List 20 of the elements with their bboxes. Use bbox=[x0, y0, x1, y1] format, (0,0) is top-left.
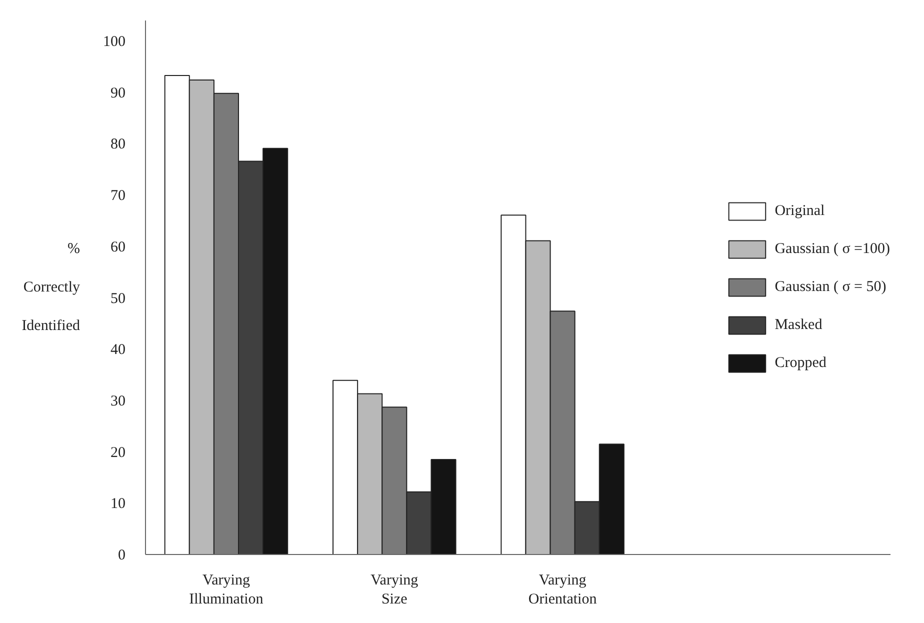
y-tick-label: 40 bbox=[110, 342, 126, 358]
y-tick-label: 80 bbox=[110, 136, 126, 153]
y-tick-label: 70 bbox=[110, 188, 126, 204]
y-tick-label: 90 bbox=[110, 85, 126, 102]
legend-label: Masked bbox=[774, 316, 822, 334]
x-tick-label: Varying Orientation bbox=[528, 572, 598, 608]
y-tick-label: 50 bbox=[110, 290, 126, 307]
y-tick-label: 60 bbox=[110, 239, 126, 256]
x-tick-label: Varying Illumination bbox=[189, 572, 264, 608]
y-tick-label: 100 bbox=[103, 34, 126, 50]
text: % Correctly Identified bbox=[22, 241, 80, 334]
legend-label: Gaussian ( σ = 50) bbox=[774, 278, 886, 296]
legend-label: Gaussian ( σ =100) bbox=[774, 240, 890, 258]
y-tick-label: 20 bbox=[110, 444, 126, 461]
legend-label: Original bbox=[774, 202, 825, 220]
y-tick-label: 0 bbox=[118, 548, 126, 564]
y-tick-label: 30 bbox=[110, 393, 126, 410]
legend-label: Cropped bbox=[774, 354, 826, 372]
x-tick-label: Varying Size bbox=[370, 572, 419, 608]
y-tick-label: 10 bbox=[110, 496, 126, 512]
